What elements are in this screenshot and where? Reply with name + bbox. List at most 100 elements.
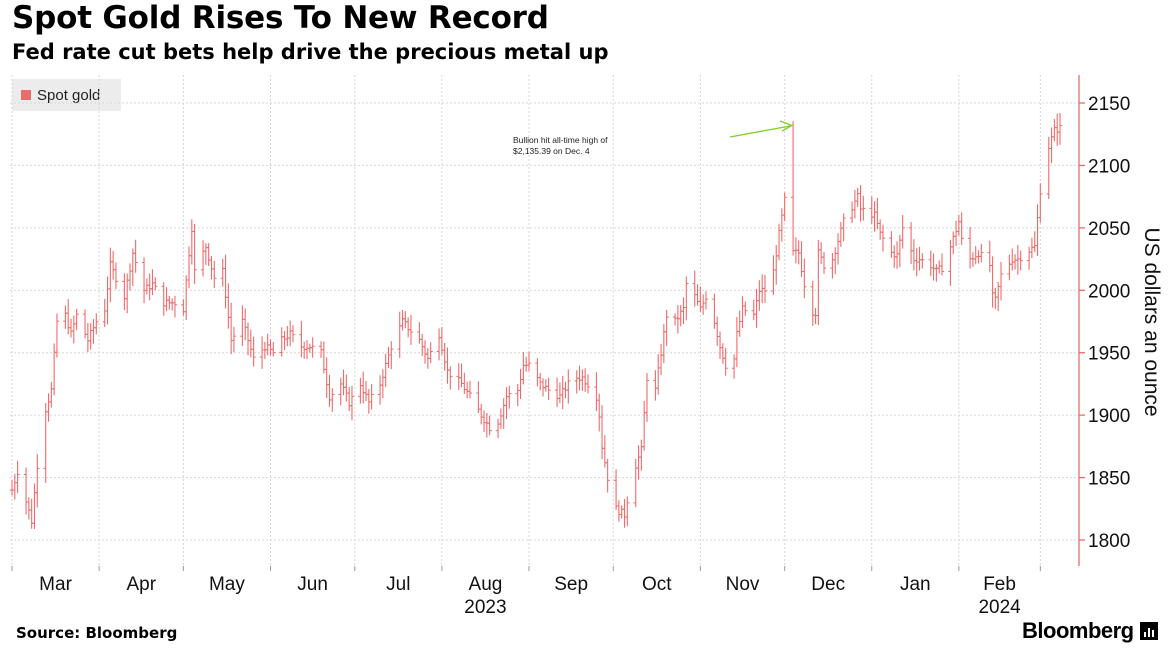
ohlc-bar (181, 299, 186, 316)
ohlc-bar (566, 369, 571, 404)
ohlc-bar (189, 219, 195, 265)
x-tick-label: Sep (554, 574, 588, 595)
ohlc-bar (23, 467, 29, 515)
y-tick-label: 2100 (1088, 156, 1130, 177)
ohlc-bar (147, 273, 152, 301)
ohlc-bar (636, 445, 641, 480)
ohlc-bar (967, 226, 973, 269)
ohlc-bar (720, 343, 726, 364)
ohlc-bar (574, 370, 579, 394)
legend-swatch (21, 90, 31, 100)
ohlc-bar (908, 222, 914, 264)
x-year-label: 2023 (464, 597, 506, 618)
bar-chart-icon (1139, 622, 1158, 640)
ohlc-bar (228, 302, 234, 355)
ohlc-bar (675, 305, 681, 334)
ohlc-bar (936, 260, 942, 274)
ohlc-bar (782, 192, 787, 222)
y-tick-label: 2150 (1088, 94, 1130, 115)
ohlc-bar (877, 219, 883, 240)
ohlc-bar (951, 231, 956, 255)
x-tick-label: Nov (726, 574, 760, 595)
y-tick-label: 1950 (1088, 344, 1130, 365)
ohlc-bar (931, 253, 936, 281)
ohlc-bar (287, 320, 293, 347)
ohlc-bar (771, 255, 776, 295)
x-tick-label: May (209, 574, 245, 595)
ohlc-bar (560, 376, 565, 410)
ohlc-bar (220, 258, 225, 287)
ohlc-bar (268, 339, 273, 356)
y-tick-label: 1900 (1088, 406, 1130, 427)
ohlc-bar (818, 242, 824, 265)
ohlc-bar (200, 240, 206, 277)
ohlc-bar (754, 288, 759, 328)
ohlc-bar (203, 243, 209, 265)
ohlc-bar (523, 356, 529, 372)
ohlc-bar (976, 250, 981, 264)
ohlc-bar (656, 354, 661, 395)
ohlc-bar (105, 276, 110, 325)
ohlc-bar (1038, 183, 1043, 223)
ohlc-bar (872, 201, 877, 232)
y-tick-label: 2050 (1088, 219, 1130, 240)
ohlc-bar (582, 368, 588, 392)
ohlc-bar (366, 389, 372, 414)
ohlc-bar (192, 223, 197, 284)
ohlc-bar (830, 253, 835, 279)
ohlc-bar (282, 330, 287, 351)
ohlc-bar (248, 329, 254, 358)
ohlc-bar (880, 224, 886, 252)
annotation-arrow (729, 125, 791, 138)
ohlc-bar (245, 322, 251, 356)
ohlc-bar (380, 369, 386, 399)
ohlc-bar (987, 240, 992, 273)
ohlc-bar (715, 316, 720, 346)
ohlc-bar (597, 393, 602, 432)
ohlc-bar (464, 381, 470, 399)
chart-subtitle: Fed rate cut bets help drive the preciou… (12, 40, 609, 64)
y-axis-title: US dollars an ounce (1140, 227, 1163, 416)
x-tick-label: Jul (386, 574, 410, 595)
ohlc-bar (970, 252, 976, 267)
ohlc-bar (346, 386, 352, 412)
ohlc-bar (462, 372, 467, 394)
source-note: Source: Bloomberg (16, 624, 178, 642)
ohlc-bar (507, 385, 512, 409)
ohlc-bar (1007, 254, 1012, 281)
ohlc-bar (743, 301, 748, 316)
ohlc-bar (501, 398, 506, 429)
bloomberg-logo: Bloomberg (1022, 618, 1158, 644)
annotation-text-line2: $2,135.39 on Dec. 4 (513, 146, 590, 156)
ohlc-bar (169, 298, 175, 311)
ohlc-bar (521, 352, 526, 385)
ohlc-bar (262, 341, 268, 360)
ohlc-bar (833, 247, 838, 275)
ohlc-bar (330, 388, 335, 412)
ohlc-bar (358, 377, 363, 404)
ohlc-bar (841, 213, 846, 242)
ohlc-bar (613, 469, 619, 510)
y-tick-label: 1800 (1088, 531, 1130, 552)
ohlc-bar (290, 325, 296, 343)
ohlc-bar (102, 298, 107, 328)
ohlc-bar (341, 369, 346, 396)
ohlc-bar (130, 248, 136, 286)
ohlc-bar (223, 254, 228, 309)
ohlc-bar (802, 258, 807, 299)
ohlc-bar (498, 408, 504, 429)
ohlc-bar (231, 326, 237, 353)
ohlc-bar (327, 374, 332, 407)
ohlc-bar (310, 337, 315, 358)
ohlc-bar (88, 323, 93, 350)
ohlc-bar (1018, 250, 1023, 271)
ohlc-bar (1029, 237, 1035, 259)
ohlc-bar (700, 294, 706, 315)
ohlc-bar (299, 320, 304, 358)
y-axis: 1800 1850 1900 1950 2000 2050 2100 2150 US dolla… (1078, 75, 1163, 566)
ohlc-bar (599, 405, 605, 460)
ohlc-bar (428, 342, 433, 364)
grid-lines (10, 75, 1079, 566)
ohlc-bar (161, 282, 166, 316)
ohlc-bar (389, 341, 394, 370)
